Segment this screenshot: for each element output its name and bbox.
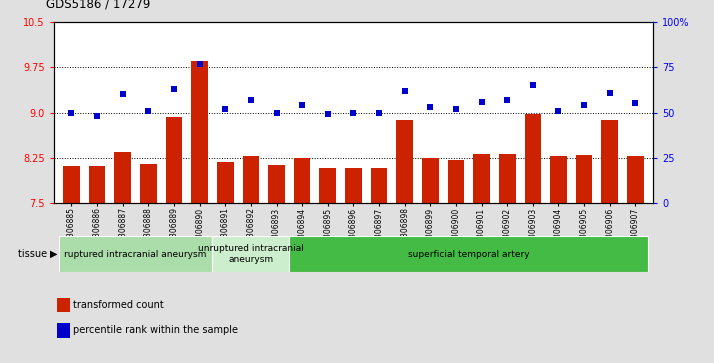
Bar <box>59 236 213 272</box>
Bar <box>268 164 285 203</box>
Bar <box>63 166 80 203</box>
Bar <box>550 156 567 203</box>
Point <box>553 108 564 114</box>
Point <box>296 102 308 108</box>
Bar <box>396 120 413 203</box>
Point <box>271 110 282 115</box>
Bar <box>601 121 618 203</box>
Bar <box>89 166 106 203</box>
Point <box>66 110 77 115</box>
Bar <box>473 154 490 203</box>
Point <box>578 102 590 108</box>
Bar <box>319 168 336 203</box>
Bar <box>294 158 311 203</box>
Text: tissue: tissue <box>18 249 50 259</box>
Point <box>399 88 411 94</box>
Text: ruptured intracranial aneurysm: ruptured intracranial aneurysm <box>64 250 207 258</box>
Bar <box>448 160 464 203</box>
Point <box>630 101 641 106</box>
Bar <box>243 156 259 203</box>
Point <box>91 113 103 119</box>
Bar <box>371 168 388 203</box>
Bar <box>422 158 438 203</box>
Point <box>527 82 538 88</box>
Text: unruptured intracranial
aneurysm: unruptured intracranial aneurysm <box>198 244 304 264</box>
Point <box>501 97 513 103</box>
Bar <box>525 114 541 203</box>
Point <box>117 91 129 97</box>
Point <box>425 104 436 110</box>
Point <box>322 111 333 117</box>
Text: transformed count: transformed count <box>73 300 164 310</box>
Bar <box>345 168 362 203</box>
Point <box>143 108 154 114</box>
Bar <box>627 156 644 203</box>
Text: superficial temporal artery: superficial temporal artery <box>408 250 530 258</box>
Text: GDS5186 / 17279: GDS5186 / 17279 <box>46 0 151 11</box>
Point <box>169 86 180 92</box>
Bar <box>213 236 289 272</box>
Point <box>245 97 256 103</box>
Bar <box>166 117 182 203</box>
Point <box>476 99 487 105</box>
Point <box>373 110 385 115</box>
Point <box>451 106 462 112</box>
Point <box>220 106 231 112</box>
Point <box>194 61 206 66</box>
Bar <box>217 162 233 203</box>
Text: percentile rank within the sample: percentile rank within the sample <box>73 325 238 335</box>
Point <box>348 110 359 115</box>
Text: ▶: ▶ <box>50 249 58 259</box>
Bar <box>114 152 131 203</box>
Bar <box>289 236 648 272</box>
Bar <box>575 155 593 203</box>
Bar <box>499 154 516 203</box>
Bar <box>140 164 156 203</box>
Bar <box>191 61 208 203</box>
Point <box>604 90 615 95</box>
